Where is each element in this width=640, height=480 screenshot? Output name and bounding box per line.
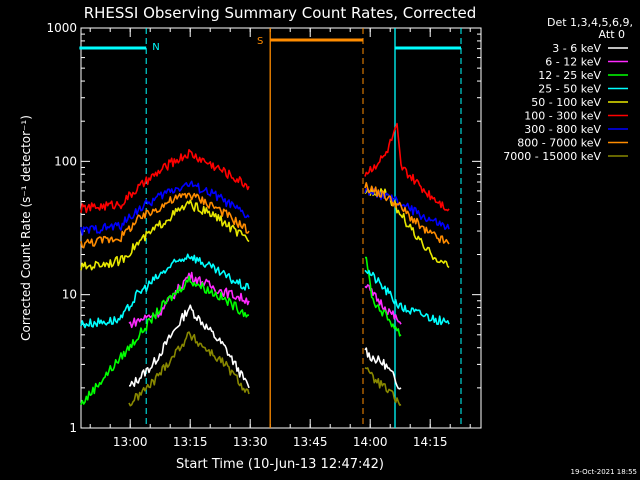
series-line bbox=[364, 182, 450, 245]
x-tick-label: 13:00 bbox=[113, 435, 148, 449]
x-axis-label: Start Time (10-Jun-13 12:47:42) bbox=[176, 457, 384, 472]
flag-annotations: NS bbox=[79, 28, 462, 428]
corner-date: 19-Oct-2021 18:55 bbox=[571, 468, 637, 476]
series-1 bbox=[128, 271, 402, 329]
legend-attenuator: Att 0 bbox=[599, 28, 625, 41]
y-tick-label: 10 bbox=[62, 288, 77, 302]
legend-label: 3 - 6 keV bbox=[552, 42, 601, 55]
series-line bbox=[364, 122, 450, 212]
series-line bbox=[128, 304, 250, 389]
x-tick-label: 13:30 bbox=[233, 435, 268, 449]
series-line bbox=[364, 367, 402, 406]
legend-label: 50 - 100 keV bbox=[531, 96, 601, 109]
series-group bbox=[80, 122, 450, 407]
y-tick-label: 1000 bbox=[46, 21, 77, 35]
y-tick-label: 100 bbox=[54, 154, 77, 168]
legend-label: 800 - 7000 keV bbox=[517, 137, 601, 150]
series-line bbox=[128, 271, 250, 329]
series-line bbox=[80, 149, 250, 214]
series-2 bbox=[80, 256, 402, 406]
series-7 bbox=[80, 182, 450, 249]
plot-frame bbox=[80, 27, 482, 429]
series-line bbox=[80, 180, 250, 236]
legend-header: Det 1,3,4,5,6,9, bbox=[547, 16, 633, 29]
series-6 bbox=[80, 180, 450, 236]
series-line bbox=[364, 187, 450, 269]
y-axis: 1 10 100 1000 bbox=[46, 21, 481, 435]
y-tick-label: 1 bbox=[69, 421, 77, 435]
x-tick-label: 13:15 bbox=[173, 435, 208, 449]
legend-label: 6 - 12 keV bbox=[545, 56, 601, 69]
series-line bbox=[365, 256, 402, 337]
chart-title: RHESSI Observing Summary Count Rates, Co… bbox=[84, 4, 477, 22]
legend-label: 25 - 50 keV bbox=[538, 83, 601, 96]
night-flag: N bbox=[152, 42, 159, 53]
y-axis-label: Corrected Count Rate (s⁻¹ detector⁻¹) bbox=[19, 115, 33, 341]
series-0 bbox=[128, 304, 402, 390]
series-line bbox=[80, 275, 250, 406]
series-line bbox=[128, 331, 250, 407]
series-line bbox=[364, 347, 402, 390]
series-5 bbox=[80, 122, 450, 214]
saa-flag: S bbox=[257, 36, 263, 47]
series-line bbox=[364, 269, 450, 326]
series-8 bbox=[128, 331, 402, 407]
x-tick-label: 14:00 bbox=[353, 435, 388, 449]
legend-label: 100 - 300 keV bbox=[524, 110, 601, 123]
legend-label: 7000 - 15000 keV bbox=[503, 150, 601, 163]
legend-label: 12 - 25 keV bbox=[538, 69, 601, 82]
series-line bbox=[80, 192, 250, 249]
x-tick-label: 14:15 bbox=[413, 435, 448, 449]
series-line bbox=[80, 253, 250, 329]
series-3 bbox=[80, 253, 450, 329]
legend-label: 300 - 800 keV bbox=[524, 123, 601, 136]
x-tick-label: 13:45 bbox=[293, 435, 328, 449]
x-axis: 13:00 13:15 13:30 13:45 14:00 14:15 bbox=[89, 28, 471, 449]
series-line bbox=[80, 199, 250, 271]
